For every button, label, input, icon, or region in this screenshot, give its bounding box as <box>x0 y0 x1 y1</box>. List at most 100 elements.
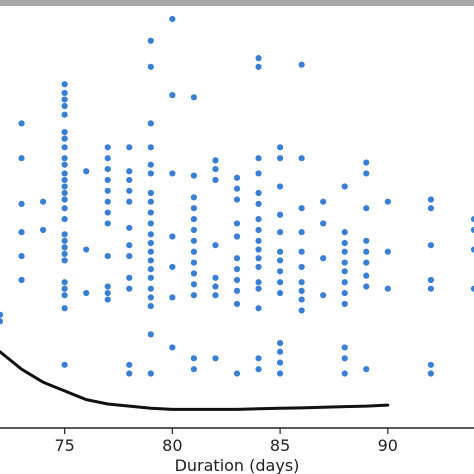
scatter-point <box>147 285 154 292</box>
top-bar <box>0 0 474 6</box>
scatter-point <box>61 183 68 190</box>
scatter-point <box>255 55 262 62</box>
scatter-point <box>190 172 198 179</box>
scatter-point <box>320 198 327 205</box>
scatter-point <box>341 300 348 308</box>
scatter-point <box>190 248 198 255</box>
scatter-point <box>341 183 348 190</box>
scatter-point <box>255 170 262 177</box>
scatter-point <box>233 266 241 273</box>
scatter-point <box>190 226 198 234</box>
scatter-point <box>341 239 348 247</box>
scatter-point <box>255 200 262 207</box>
scatter-point <box>276 359 284 366</box>
curve-layer <box>0 350 390 411</box>
scatter-point <box>126 370 133 377</box>
scatter-point <box>298 229 305 236</box>
scatter-point <box>233 233 241 240</box>
scatter-point <box>61 161 68 168</box>
scatter-point <box>341 370 348 377</box>
scatter-point <box>18 155 25 162</box>
scatter-point <box>104 155 111 162</box>
scatter-point <box>169 15 176 23</box>
scatter-point <box>147 248 154 255</box>
scatter-point <box>298 279 305 286</box>
scatter-point <box>190 355 198 362</box>
scatter-point <box>147 161 154 168</box>
scatter-point <box>233 220 241 227</box>
scatter-point <box>61 196 68 203</box>
scatter-point <box>61 176 68 184</box>
scatter-point <box>147 37 154 44</box>
scatter-point <box>233 255 241 262</box>
scatter-point <box>147 274 154 281</box>
scatter-point <box>147 294 154 301</box>
scatter-point <box>320 220 327 227</box>
scatter-point <box>341 344 348 351</box>
scatter-point <box>61 361 68 368</box>
scatter-point <box>341 355 348 362</box>
scatter-point <box>169 233 176 240</box>
scatter-point <box>320 292 327 299</box>
scatter-point <box>276 339 284 347</box>
scatter-point <box>341 268 348 275</box>
scatter-point <box>276 370 284 377</box>
scatter-point <box>126 361 133 368</box>
scatter-point <box>233 196 241 203</box>
scatter-point <box>61 250 68 257</box>
scatter-point <box>61 244 68 251</box>
scatter-point <box>276 289 284 297</box>
scatter-point <box>470 226 474 234</box>
scatter-point <box>0 318 4 325</box>
scatter-point <box>212 242 219 249</box>
scatter-point <box>255 263 262 271</box>
scatter-point <box>363 248 370 255</box>
scatter-point <box>61 285 68 292</box>
scatter-point <box>363 159 370 166</box>
scatter-point <box>61 144 68 151</box>
scatter-point <box>427 242 435 249</box>
x-ticks: 75 80 85 90 <box>54 428 398 455</box>
scatter-point <box>255 255 262 262</box>
scatter-point <box>147 144 154 151</box>
scatter-point <box>363 283 370 290</box>
scatter-point <box>363 170 370 177</box>
scatter-point <box>104 283 111 290</box>
scatter-point <box>61 170 68 177</box>
scatter-point <box>384 285 391 292</box>
scatter-point <box>427 196 435 203</box>
scatter-point <box>18 276 25 284</box>
scatter-point <box>18 252 25 260</box>
scatter-point <box>212 292 219 299</box>
scatter-point <box>233 287 241 294</box>
scatter-point <box>126 187 133 194</box>
scatter-point <box>212 355 219 362</box>
scatter-point <box>470 246 474 253</box>
x-axis-label: Duration (days) <box>175 456 300 474</box>
scatter-point <box>363 259 370 266</box>
scatter-point <box>61 237 68 244</box>
scatter-point <box>83 246 90 253</box>
scatter-point <box>276 268 284 275</box>
scatter-point <box>427 361 435 368</box>
scatter-point <box>233 185 241 192</box>
scatter-point <box>104 220 111 227</box>
scatter-point <box>147 63 154 70</box>
scatter-point <box>126 176 133 184</box>
scatter-point <box>147 198 154 205</box>
scatter-point <box>255 285 262 292</box>
scatter-point <box>104 176 111 184</box>
scatter-point <box>147 189 154 197</box>
scatter-point <box>276 183 284 190</box>
scatter-point <box>341 259 348 266</box>
scatter-point <box>104 209 111 216</box>
scatter-point <box>18 200 25 207</box>
scatter-point <box>0 311 4 318</box>
scatter-point <box>190 259 198 266</box>
scatter-point <box>212 283 219 290</box>
scatter-point <box>61 135 68 142</box>
scatter-point <box>61 155 68 162</box>
scatter-point <box>18 229 25 236</box>
scatter-point <box>104 144 111 151</box>
scatter-point <box>276 144 284 151</box>
